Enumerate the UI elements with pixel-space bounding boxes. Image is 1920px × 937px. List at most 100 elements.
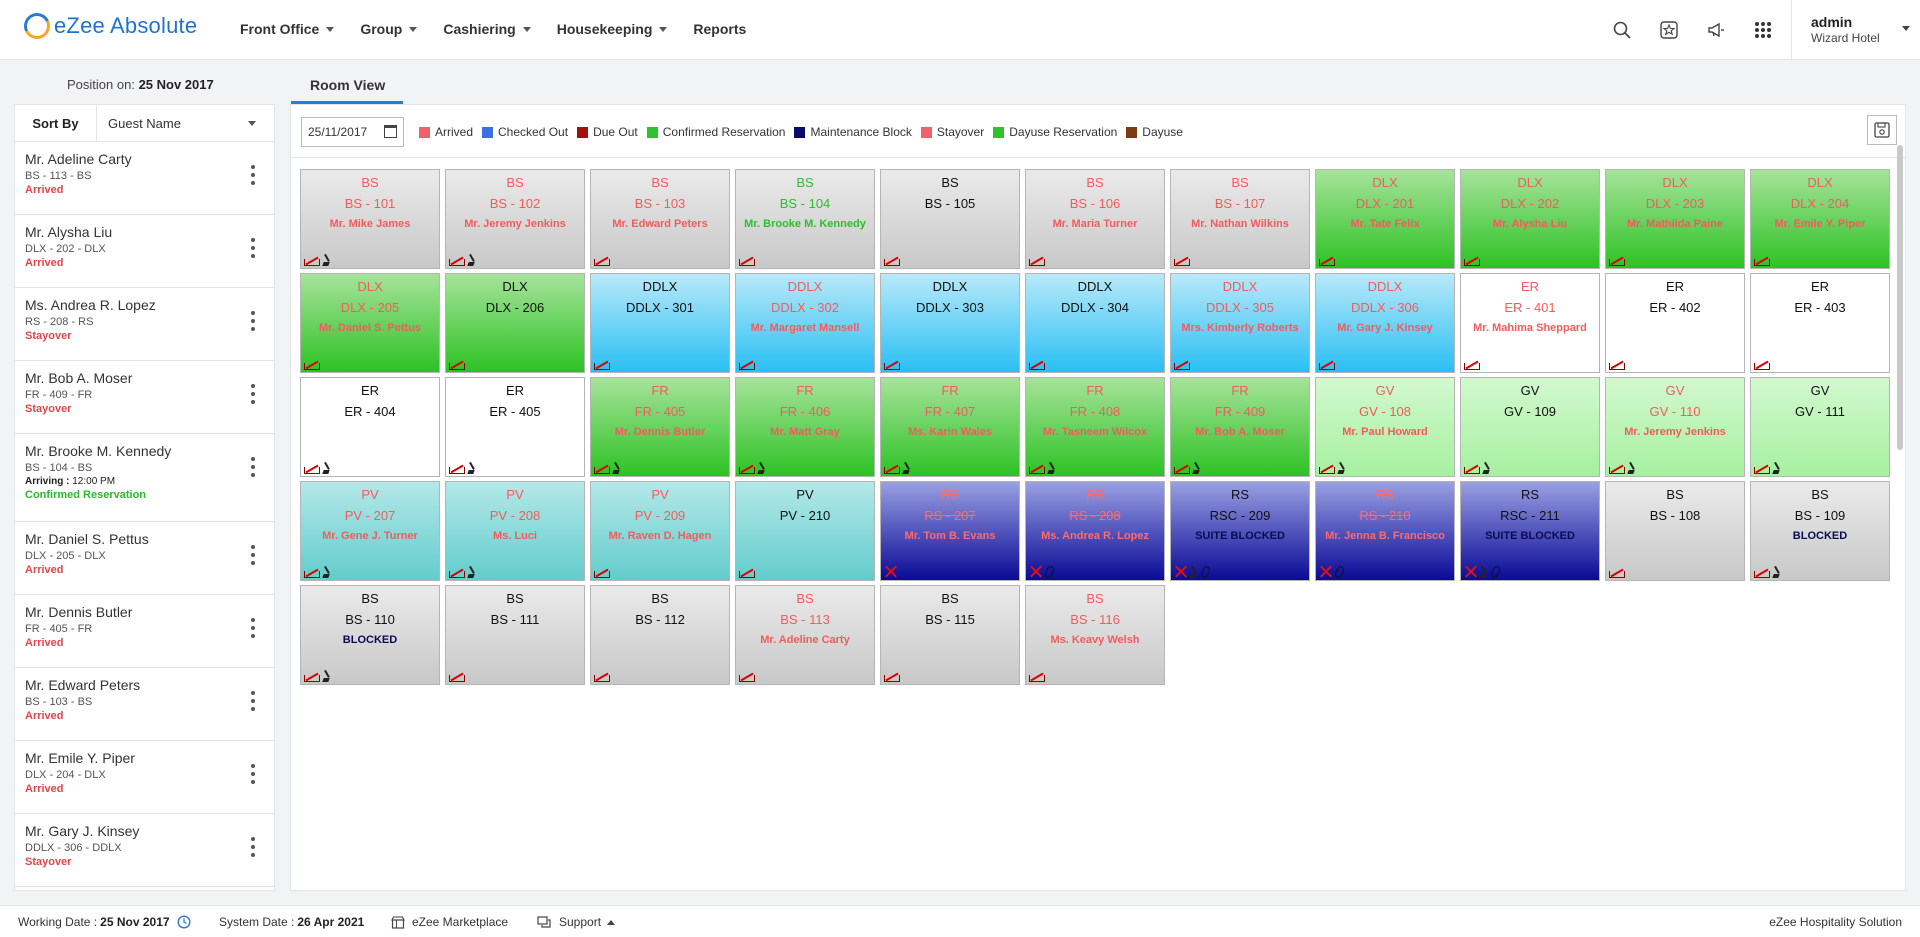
room-card[interactable]: ER ER - 404 (300, 377, 440, 477)
room-card[interactable]: DLX DLX - 205 Mr. Daniel S. Pettus (300, 273, 440, 373)
room-card[interactable]: GV GV - 108 Mr. Paul Howard (1315, 377, 1455, 477)
nav-item-group[interactable]: Group (360, 21, 418, 37)
room-card[interactable]: PV PV - 210 (735, 481, 875, 581)
apps-grid-icon[interactable] (1750, 17, 1776, 43)
room-card[interactable]: DLX DLX - 203 Mr. Mathilda Paine (1605, 169, 1745, 269)
room-card[interactable]: BS BS - 116 Ms. Keavy Welsh (1025, 585, 1165, 685)
guest-list-item[interactable]: Mr. Edward Peters BS - 103 - BS Arrived (15, 668, 274, 741)
nav-item-cashiering[interactable]: Cashiering (443, 21, 531, 37)
search-icon[interactable] (1609, 17, 1635, 43)
room-card[interactable]: PV PV - 208 Ms. Luci (445, 481, 585, 581)
room-card[interactable]: FR FR - 408 Mr. Tasneem Wilcox (1025, 377, 1165, 477)
room-card[interactable]: GV GV - 111 (1750, 377, 1890, 477)
room-card[interactable]: PV PV - 209 Mr. Raven D. Hagen (590, 481, 730, 581)
room-card[interactable]: BS BS - 108 (1605, 481, 1745, 581)
calendar-icon[interactable] (384, 125, 397, 138)
guest-list-item[interactable]: Mr. Daniel S. Pettus DLX - 205 - DLX Arriv… (15, 522, 274, 595)
room-card[interactable]: BS BS - 101 Mr. Mike James (300, 169, 440, 269)
room-card[interactable]: BS BS - 105 (880, 169, 1020, 269)
room-card[interactable]: RS RS - 207 Mr. Tom B. Evans (880, 481, 1020, 581)
nav-item-front-office[interactable]: Front Office (240, 21, 335, 37)
room-card[interactable]: FR FR - 409 Mr. Bob A. Moser (1170, 377, 1310, 477)
room-card[interactable]: BS BS - 113 Mr. Adeline Carty (735, 585, 875, 685)
room-card[interactable]: BS BS - 106 Mr. Maria Turner (1025, 169, 1165, 269)
guest-list-item[interactable]: Mr. Gary J. Kinsey DDLX - 306 - DDLX Stayo… (15, 814, 274, 887)
marketplace-link[interactable]: eZee Marketplace (391, 915, 508, 929)
sort-by-select[interactable]: Guest Name (97, 105, 274, 141)
room-card[interactable]: FR FR - 405 Mr. Dennis Butler (590, 377, 730, 477)
kebab-menu-icon[interactable] (251, 764, 255, 784)
guest-list-item[interactable]: Mr. Dennis Butler FR - 405 - FR Arrived (15, 595, 274, 668)
user-menu[interactable]: admin Wizard Hotel (1791, 0, 1920, 60)
room-card[interactable]: DDLX DDLX - 305 Mrs. Kimberly Roberts (1170, 273, 1310, 373)
room-card[interactable]: BS BS - 109 BLOCKED (1750, 481, 1890, 581)
room-card[interactable]: RS RSC - 209 SUITE BLOCKED (1170, 481, 1310, 581)
kebab-menu-icon[interactable] (251, 545, 255, 565)
room-guest: Mr. Dennis Butler (614, 426, 706, 438)
room-card[interactable]: GV GV - 109 (1460, 377, 1600, 477)
room-card[interactable]: RS RS - 208 Ms. Andrea R. Lopez (1025, 481, 1165, 581)
legend-label: Dayuse (1142, 125, 1183, 139)
room-card[interactable]: BS BS - 111 (445, 585, 585, 685)
megaphone-icon[interactable] (1703, 17, 1729, 43)
guest-list-item[interactable]: Mr. Emile Y. Piper DLX - 204 - DLX Arrived (15, 741, 274, 814)
room-card[interactable]: DDLX DDLX - 302 Mr. Margaret Mansell (735, 273, 875, 373)
room-card[interactable]: BS BS - 103 Mr. Edward Peters (590, 169, 730, 269)
room-status-icons (1174, 462, 1203, 474)
guest-list-item[interactable]: Ms. Andrea R. Lopez RS - 208 - RS Stayover (15, 288, 274, 361)
room-status-icons (449, 359, 467, 370)
room-status-icons (304, 359, 322, 370)
room-card[interactable]: DLX DLX - 204 Mr. Emile Y. Piper (1750, 169, 1890, 269)
room-card[interactable]: DLX DLX - 202 Mr. Alysha Liu (1460, 169, 1600, 269)
room-card[interactable]: PV PV - 207 Mr. Gene J. Turner (300, 481, 440, 581)
kebab-menu-icon[interactable] (251, 837, 255, 857)
guest-list-item[interactable]: Mr. Alysha Liu DLX - 202 - DLX Arrived (15, 215, 274, 288)
room-card[interactable]: BS BS - 107 Mr. Nathan Wilkins (1170, 169, 1310, 269)
room-card[interactable]: BS BS - 110 BLOCKED (300, 585, 440, 685)
star-badge-icon[interactable] (1656, 17, 1682, 43)
clock-icon[interactable] (177, 915, 191, 929)
guest-list-item[interactable]: Mr. Brooke M. Kennedy BS - 104 - BS Arrivi… (15, 434, 274, 522)
room-card[interactable]: DDLX DDLX - 303 (880, 273, 1020, 373)
guest-name: Mr. Dennis Butler (25, 604, 133, 620)
scrollbar[interactable] (1897, 145, 1903, 450)
room-card[interactable]: DDLX DDLX - 306 Mr. Gary J. Kinsey (1315, 273, 1455, 373)
room-number: DLX - 206 (485, 300, 545, 315)
room-guest: Ms. Luci (492, 530, 537, 542)
room-card[interactable]: GV GV - 110 Mr. Jeremy Jenkins (1605, 377, 1745, 477)
room-card[interactable]: BS BS - 115 (880, 585, 1020, 685)
support-menu[interactable]: Support (537, 915, 616, 929)
kebab-menu-icon[interactable] (251, 238, 255, 258)
tab-room-view[interactable]: Room View (291, 72, 403, 104)
room-card[interactable]: FR FR - 406 Mr. Matt Gray (735, 377, 875, 477)
kebab-menu-icon[interactable] (251, 384, 255, 404)
kebab-menu-icon[interactable] (251, 457, 255, 477)
room-card[interactable]: FR FR - 407 Ms. Karin Wales (880, 377, 1020, 477)
room-card[interactable]: ER ER - 405 (445, 377, 585, 477)
dirty-bed-icon (1464, 359, 1480, 370)
room-type: DDLX (1077, 279, 1113, 294)
guest-list-item[interactable]: Mr. Bob A. Moser FR - 409 - FR Stayover (15, 361, 274, 434)
room-card[interactable]: ER ER - 402 (1605, 273, 1745, 373)
room-card[interactable]: ER ER - 403 (1750, 273, 1890, 373)
room-card[interactable]: ER ER - 401 Mr. Mahima Sheppard (1460, 273, 1600, 373)
room-card[interactable]: BS BS - 102 Mr. Jeremy Jenkins (445, 169, 585, 269)
nav-item-housekeeping[interactable]: Housekeeping (557, 21, 668, 37)
kebab-menu-icon[interactable] (251, 691, 255, 711)
kebab-menu-icon[interactable] (251, 165, 255, 185)
app-logo[interactable]: eZee Absolute (20, 9, 197, 43)
save-view-button[interactable] (1867, 115, 1897, 145)
room-card[interactable]: BS BS - 104 Mr. Brooke M. Kennedy (735, 169, 875, 269)
kebab-menu-icon[interactable] (251, 618, 255, 638)
room-card[interactable]: DDLX DDLX - 304 (1025, 273, 1165, 373)
room-card[interactable]: DLX DLX - 201 Mr. Tate Felix (1315, 169, 1455, 269)
room-card[interactable]: DDLX DDLX - 301 (590, 273, 730, 373)
nav-item-reports[interactable]: Reports (693, 21, 746, 37)
room-card[interactable]: RS RS - 210 Mr. Jenna B. Francisco (1315, 481, 1455, 581)
room-card[interactable]: DLX DLX - 206 (445, 273, 585, 373)
kebab-menu-icon[interactable] (251, 311, 255, 331)
room-card[interactable]: RS RSC - 211 SUITE BLOCKED (1460, 481, 1600, 581)
room-card[interactable]: BS BS - 112 (590, 585, 730, 685)
date-input[interactable]: 25/11/2017 (301, 117, 404, 147)
guest-list-item[interactable]: Mr. Adeline Carty BS - 113 - BS Arrived (15, 142, 274, 215)
